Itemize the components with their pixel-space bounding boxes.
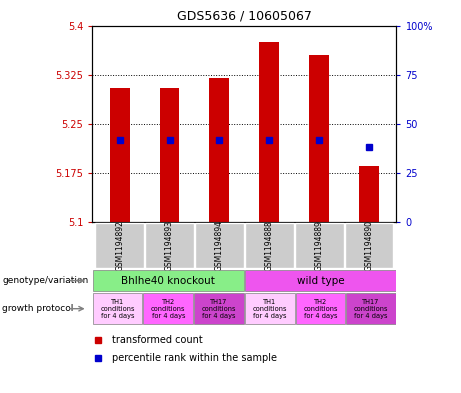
Text: TH17
conditions
for 4 days: TH17 conditions for 4 days (202, 299, 236, 319)
FancyBboxPatch shape (93, 293, 142, 324)
Text: GSM1194893: GSM1194893 (165, 220, 174, 271)
FancyBboxPatch shape (195, 223, 244, 268)
FancyBboxPatch shape (245, 293, 295, 324)
FancyBboxPatch shape (93, 270, 244, 291)
Text: Bhlhe40 knockout: Bhlhe40 knockout (121, 275, 215, 286)
Bar (309, 55, 329, 222)
FancyBboxPatch shape (245, 270, 396, 291)
Text: genotype/variation: genotype/variation (2, 276, 89, 285)
Text: TH2
conditions
for 4 days: TH2 conditions for 4 days (151, 299, 185, 319)
FancyBboxPatch shape (145, 223, 194, 268)
Bar (259, 42, 279, 222)
FancyBboxPatch shape (346, 293, 396, 324)
Bar (160, 88, 179, 222)
Text: growth protocol: growth protocol (2, 304, 74, 313)
Text: transformed count: transformed count (112, 335, 203, 345)
Text: TH17
conditions
for 4 days: TH17 conditions for 4 days (354, 299, 388, 319)
Text: GSM1194892: GSM1194892 (115, 220, 124, 271)
Bar (209, 78, 230, 222)
Text: wild type: wild type (296, 275, 344, 286)
FancyBboxPatch shape (295, 223, 343, 268)
FancyBboxPatch shape (296, 293, 345, 324)
Text: GSM1194888: GSM1194888 (265, 220, 274, 271)
Bar (110, 88, 130, 222)
FancyBboxPatch shape (245, 223, 294, 268)
FancyBboxPatch shape (194, 293, 244, 324)
Text: TH1
conditions
for 4 days: TH1 conditions for 4 days (100, 299, 135, 319)
Title: GDS5636 / 10605067: GDS5636 / 10605067 (177, 10, 312, 23)
FancyBboxPatch shape (95, 223, 144, 268)
Text: GSM1194890: GSM1194890 (365, 220, 373, 271)
Text: GSM1194894: GSM1194894 (215, 220, 224, 271)
FancyBboxPatch shape (344, 223, 394, 268)
Bar (359, 166, 379, 222)
Text: TH2
conditions
for 4 days: TH2 conditions for 4 days (303, 299, 337, 319)
Text: TH1
conditions
for 4 days: TH1 conditions for 4 days (253, 299, 287, 319)
FancyBboxPatch shape (143, 293, 193, 324)
Text: GSM1194889: GSM1194889 (315, 220, 324, 271)
Text: percentile rank within the sample: percentile rank within the sample (112, 353, 277, 363)
